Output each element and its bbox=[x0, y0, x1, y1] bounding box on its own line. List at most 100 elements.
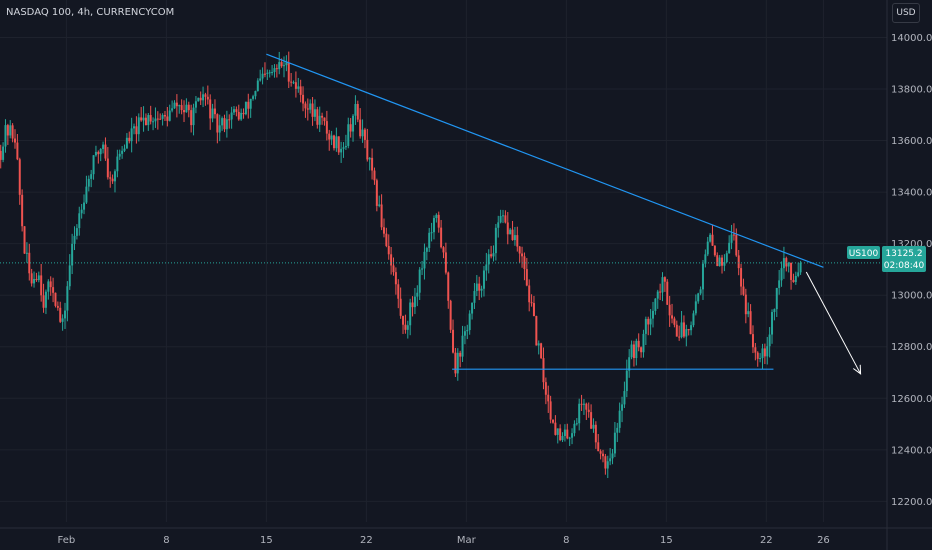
candle-body bbox=[647, 318, 650, 325]
price-axis[interactable]: 12200.0 12400.0 12600.0 12800.0 13000.0 13200… bbox=[891, 33, 932, 508]
candle-body bbox=[640, 347, 643, 353]
candle-body bbox=[532, 303, 535, 317]
candle-body bbox=[161, 115, 164, 119]
candle-body bbox=[480, 288, 483, 291]
candle-body bbox=[621, 404, 624, 411]
candle-body bbox=[771, 312, 774, 335]
last-price-tag bbox=[882, 246, 926, 272]
candle-body bbox=[283, 65, 286, 67]
candle-body bbox=[775, 287, 778, 310]
currency-button[interactable]: USD bbox=[892, 3, 920, 23]
candle-body bbox=[187, 104, 190, 111]
candle-body bbox=[332, 135, 335, 149]
candle-body bbox=[97, 151, 100, 155]
candle-body bbox=[487, 254, 490, 265]
candle-body bbox=[432, 218, 435, 233]
candle-body bbox=[16, 142, 19, 160]
candle-body bbox=[682, 322, 685, 337]
candle-body bbox=[68, 265, 71, 287]
candle-body bbox=[321, 115, 324, 118]
candle-body bbox=[656, 291, 659, 299]
candle-body bbox=[799, 262, 802, 273]
candle-body bbox=[292, 82, 295, 84]
candle-body bbox=[71, 243, 74, 266]
candle-body bbox=[354, 103, 357, 116]
candle-body bbox=[549, 401, 552, 420]
time-axis[interactable]: Feb 8 15 22 Mar 8 15 22 26 bbox=[58, 535, 830, 546]
candle-body bbox=[585, 403, 588, 410]
time-tick-label: 15 bbox=[260, 535, 273, 546]
candle-body bbox=[482, 270, 485, 289]
candle-body bbox=[125, 137, 128, 149]
candle-body bbox=[492, 253, 495, 257]
candle-body bbox=[644, 318, 647, 334]
candle-body bbox=[290, 81, 293, 83]
candle-body bbox=[116, 156, 119, 172]
candle-body bbox=[102, 144, 105, 149]
candle-body bbox=[535, 316, 538, 346]
candle-body bbox=[625, 370, 628, 392]
time-tick-label: Mar bbox=[457, 535, 477, 546]
candle-body bbox=[56, 305, 59, 308]
candle-body bbox=[659, 291, 662, 293]
time-tick-label: 22 bbox=[360, 535, 373, 546]
candle-body bbox=[709, 234, 712, 242]
candle-body bbox=[218, 125, 221, 133]
candle-body bbox=[609, 458, 612, 462]
candle-body bbox=[573, 423, 576, 434]
candle-body bbox=[597, 442, 600, 452]
candle-body bbox=[537, 343, 540, 346]
candle-body bbox=[663, 277, 666, 282]
candle-body bbox=[221, 118, 224, 126]
candle-body bbox=[711, 234, 714, 246]
price-tick-label: 14000.0 bbox=[891, 33, 932, 44]
candle-body bbox=[611, 453, 614, 459]
candle-body bbox=[590, 412, 593, 429]
candle-body bbox=[728, 242, 731, 254]
candle-body bbox=[349, 124, 352, 132]
candle-body bbox=[263, 73, 266, 75]
time-tick-label: Feb bbox=[58, 535, 76, 546]
price-tick-label: 13200.0 bbox=[891, 239, 932, 250]
candle-body bbox=[49, 281, 52, 288]
candle-body bbox=[606, 461, 609, 469]
descending-trendline bbox=[266, 53, 824, 268]
candle-body bbox=[149, 115, 152, 122]
candle-body bbox=[242, 112, 245, 115]
candle-body bbox=[525, 269, 528, 286]
candle-body bbox=[216, 114, 219, 133]
candle-body bbox=[140, 117, 143, 121]
candle-body bbox=[768, 334, 771, 347]
candle-body bbox=[449, 300, 452, 330]
candle-body bbox=[368, 157, 371, 160]
candle-body bbox=[692, 313, 695, 326]
candle-body bbox=[780, 268, 783, 281]
candle-body bbox=[268, 72, 271, 74]
candle-body bbox=[382, 227, 385, 234]
candle-body bbox=[44, 291, 47, 308]
candle-body bbox=[9, 125, 12, 136]
candle-body bbox=[92, 155, 95, 175]
candle-body bbox=[366, 139, 369, 160]
candle-body bbox=[563, 429, 566, 437]
candle-body bbox=[275, 68, 278, 70]
candle-body bbox=[194, 101, 197, 108]
candle-body bbox=[342, 147, 345, 149]
candle-body bbox=[671, 315, 674, 319]
candle-body bbox=[761, 348, 764, 359]
candle-body bbox=[2, 146, 5, 160]
candle-body bbox=[380, 204, 383, 228]
price-tick-label: 12400.0 bbox=[891, 445, 932, 456]
candle-body bbox=[494, 227, 497, 254]
candle-body bbox=[113, 171, 116, 182]
candle-body bbox=[440, 227, 443, 248]
price-tick-label: 13600.0 bbox=[891, 136, 932, 147]
candle-body bbox=[356, 103, 359, 120]
candle-body bbox=[466, 330, 469, 332]
candle-body bbox=[259, 78, 262, 81]
candle-body bbox=[516, 235, 519, 247]
candle-body bbox=[52, 287, 55, 293]
